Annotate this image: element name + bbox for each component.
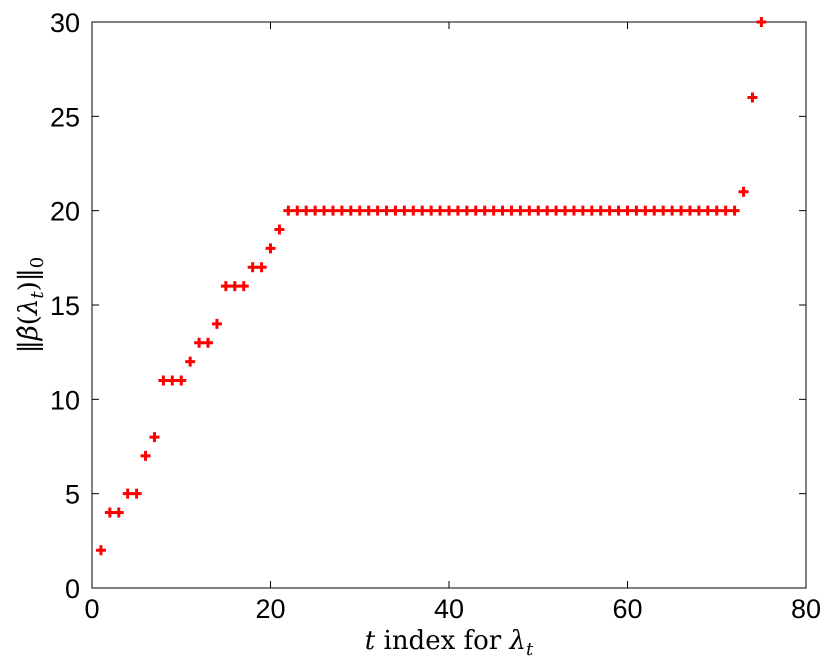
data-point — [506, 205, 517, 216]
data-point — [551, 205, 562, 216]
x-tick-label: 80 — [791, 594, 821, 624]
data-point — [515, 205, 526, 216]
data-point — [238, 281, 249, 292]
data-point — [524, 205, 535, 216]
data-point — [283, 205, 294, 216]
x-axis-title: t index for λt — [365, 626, 534, 660]
data-point — [595, 205, 606, 216]
data-point — [533, 205, 544, 216]
data-point — [220, 281, 231, 292]
data-point — [194, 337, 205, 348]
data-point — [676, 205, 687, 216]
data-point — [113, 507, 124, 518]
y-tick-label: 20 — [50, 197, 80, 227]
data-point — [417, 205, 428, 216]
data-point — [122, 488, 133, 499]
data-point — [104, 507, 115, 518]
data-point — [319, 205, 330, 216]
data-point — [408, 205, 419, 216]
x-tick-label: 40 — [434, 594, 464, 624]
data-point — [345, 205, 356, 216]
data-point — [140, 450, 151, 461]
data-point — [658, 205, 669, 216]
data-point — [497, 205, 508, 216]
x-tick-labels: 0 20 40 60 80 — [84, 594, 821, 624]
data-point — [399, 205, 410, 216]
data-point — [577, 205, 588, 216]
data-point — [604, 205, 615, 216]
data-point — [461, 205, 472, 216]
data-point — [684, 205, 695, 216]
data-point — [372, 205, 383, 216]
data-point — [470, 205, 481, 216]
data-point — [693, 205, 704, 216]
plot-area — [91, 21, 807, 589]
data-point — [756, 17, 767, 27]
data-point — [247, 262, 258, 273]
data-point — [390, 205, 401, 216]
y-tick-label: 15 — [50, 291, 80, 321]
data-point — [640, 205, 651, 216]
x-tick-label: 20 — [255, 594, 285, 624]
y-tick-label: 25 — [50, 102, 80, 132]
data-point — [568, 205, 579, 216]
data-point — [176, 375, 187, 386]
data-point — [211, 318, 222, 329]
data-point — [95, 545, 106, 556]
data-point — [667, 205, 678, 216]
y-tick-labels: 0 5 10 15 20 25 30 — [50, 8, 80, 604]
data-point — [649, 205, 660, 216]
data-point — [149, 432, 160, 443]
data-point — [327, 205, 338, 216]
x-tick-label: 60 — [612, 594, 642, 624]
data-point — [631, 205, 642, 216]
data-point — [158, 375, 169, 386]
data-point — [747, 92, 758, 103]
data-point — [354, 205, 365, 216]
data-point — [363, 205, 374, 216]
y-tick-label: 5 — [65, 480, 80, 510]
y-tick-label: 10 — [50, 385, 80, 415]
data-point — [711, 205, 722, 216]
data-point — [729, 205, 740, 216]
data-point — [560, 205, 571, 216]
data-point — [542, 205, 553, 216]
x-tick-label: 0 — [84, 594, 99, 624]
data-point — [720, 205, 731, 216]
data-point — [131, 488, 142, 499]
data-point — [310, 205, 321, 216]
data-point — [274, 224, 285, 235]
data-point — [622, 205, 633, 216]
data-point — [167, 375, 178, 386]
data-point — [229, 281, 240, 292]
axis-ticks — [91, 21, 807, 589]
data-point — [426, 205, 437, 216]
data-point — [265, 243, 276, 254]
data-point — [203, 337, 214, 348]
data-point — [613, 205, 624, 216]
y-axis-title: ‖β̂(λt)‖0 — [14, 257, 48, 354]
data-point — [452, 205, 463, 216]
data-point — [702, 205, 713, 216]
data-points — [95, 17, 767, 556]
data-point — [435, 205, 446, 216]
y-tick-label: 0 — [65, 574, 80, 604]
data-point — [185, 356, 196, 367]
data-point — [256, 262, 267, 273]
data-point — [586, 205, 597, 216]
data-point — [292, 205, 303, 216]
data-point — [479, 205, 490, 216]
data-point — [488, 205, 499, 216]
data-point — [301, 205, 312, 216]
data-point — [444, 205, 454, 216]
data-point — [381, 205, 392, 216]
y-tick-label: 30 — [50, 8, 80, 38]
data-point — [738, 186, 749, 197]
data-point — [336, 205, 347, 216]
